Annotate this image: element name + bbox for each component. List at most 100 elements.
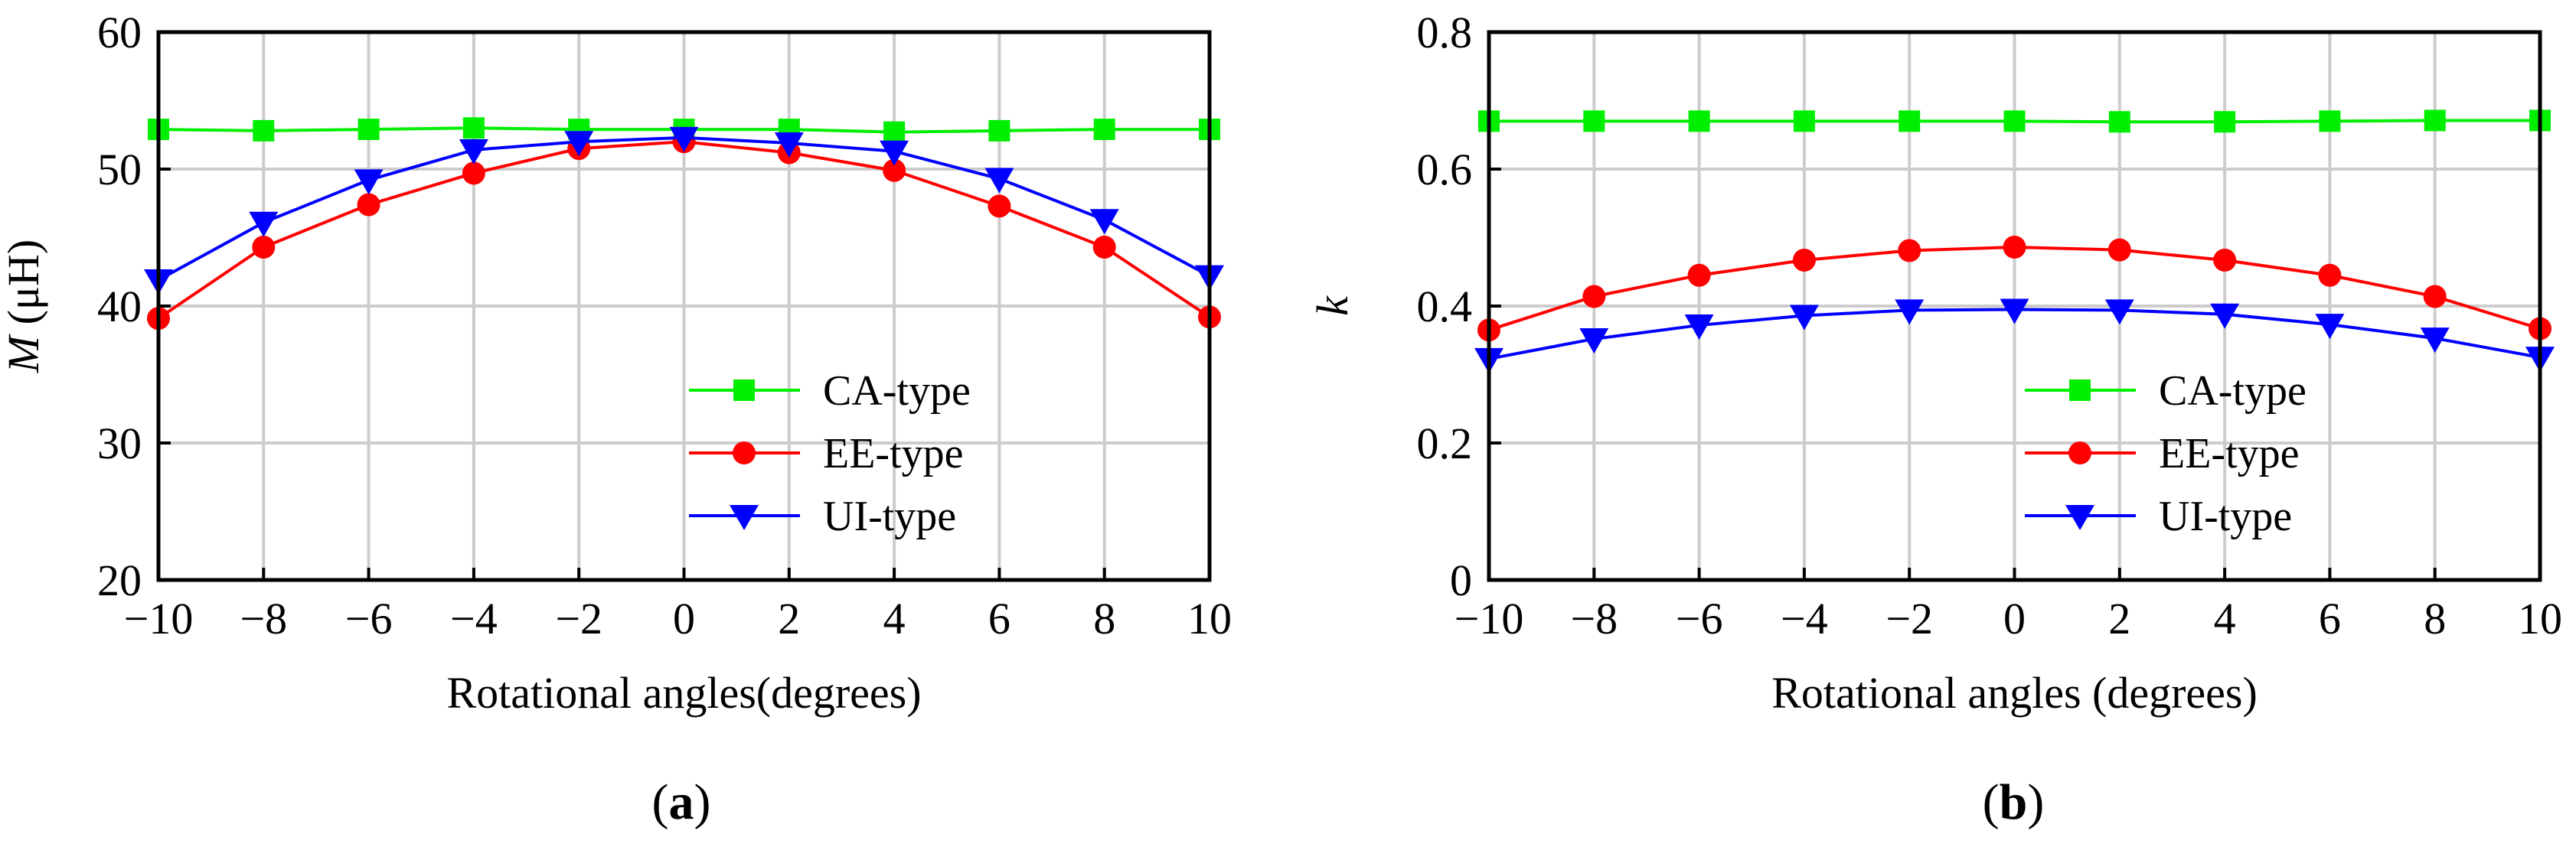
x-tick-label: 0 (2003, 594, 2026, 643)
data-point (880, 140, 909, 166)
data-point (252, 236, 276, 259)
y-tick-label: 0.4 (1417, 282, 1473, 331)
data-point (2213, 249, 2237, 272)
data-point (1789, 305, 1819, 331)
data-point (2003, 110, 2026, 132)
data-point (1793, 110, 1815, 132)
x-tick-label: −8 (240, 594, 287, 643)
legend: CA-type EE-type UI-type (689, 367, 971, 540)
data-point (249, 211, 279, 237)
data-point (2108, 111, 2130, 133)
legend: CA-type EE-type UI-type (2025, 367, 2307, 540)
gridlines (158, 32, 1210, 580)
data-point (358, 119, 380, 141)
data-point (1093, 119, 1115, 141)
legend-label: EE-type (2159, 430, 2299, 477)
data-point (2214, 111, 2236, 133)
data-point (883, 121, 906, 143)
plot-frame (156, 30, 1212, 582)
data-point (1899, 110, 1921, 132)
legend-marker (733, 441, 756, 464)
x-tick-label: 8 (2424, 594, 2446, 643)
data-point (564, 131, 594, 157)
y-tick-label: 0 (1450, 555, 1472, 605)
data-point (459, 138, 488, 165)
legend-marker (2068, 441, 2091, 464)
data-point (2420, 327, 2450, 353)
x-tick-label: 0 (673, 594, 695, 643)
legend-item-ca-type: CA-type (2025, 367, 2307, 415)
x-tick-label: −6 (1676, 594, 1723, 643)
legend-label: EE-type (823, 430, 963, 477)
data-point (1583, 110, 1605, 132)
data-point (2423, 285, 2447, 308)
x-axis-title: Rotational angles(degrees) (446, 668, 921, 718)
data-point (669, 126, 699, 152)
data-point (2424, 109, 2446, 132)
data-point (988, 119, 1010, 142)
data-point (2000, 298, 2029, 324)
legend-item-ee-type: EE-type (2025, 430, 2299, 477)
data-point (1582, 285, 1606, 308)
data-point (1898, 239, 1921, 262)
y-tick-label: 30 (97, 419, 142, 468)
y-tick-label: 0.8 (1417, 8, 1473, 57)
x-tick-label: −8 (1570, 594, 1618, 643)
data-point (2003, 236, 2026, 259)
legend-item-ee-type: EE-type (689, 430, 963, 477)
legend-item-ui-type: UI-type (2025, 493, 2292, 540)
series-ee-type (1477, 236, 2552, 342)
legend-marker (2069, 380, 2091, 401)
data-point (1579, 327, 1609, 353)
plot-frame (1487, 30, 2542, 582)
legend-label: UI-type (823, 493, 956, 540)
x-tick-label: −4 (1781, 594, 1828, 643)
data-point (2319, 110, 2341, 132)
data-point (1089, 209, 1119, 235)
data-point (2104, 299, 2134, 325)
x-axis-title: Rotational angles (degrees) (1771, 668, 2258, 718)
x-tick-label: 4 (883, 594, 906, 643)
data-point (1684, 314, 1714, 340)
data-point (354, 169, 384, 195)
x-tick-label: −10 (1455, 594, 1524, 643)
y-tick-label: 0.2 (1417, 419, 1473, 468)
series-ui-type (144, 126, 1224, 295)
panel-label: (a) (652, 774, 711, 830)
y-tick-label: 20 (97, 555, 142, 605)
data-point (883, 158, 906, 182)
series-ui-type (1474, 298, 2555, 373)
data-point (357, 193, 380, 217)
x-tick-label: 4 (2214, 594, 2236, 643)
data-point (2107, 238, 2131, 262)
legend-label: UI-type (2159, 493, 2292, 540)
legend-marker (2065, 505, 2094, 530)
x-tick-label: −10 (124, 594, 194, 643)
series-ca-type (1478, 109, 2551, 133)
data-point (1687, 263, 1711, 287)
x-tick-label: 2 (778, 594, 800, 643)
data-point (253, 119, 275, 142)
y-tick-label: 0.6 (1417, 145, 1473, 194)
data-point (462, 161, 485, 185)
x-tick-label: −4 (450, 594, 498, 643)
x-tick-label: −2 (1885, 594, 1933, 643)
y-tick-label: 40 (97, 282, 142, 331)
legend-item-ca-type: CA-type (689, 367, 971, 415)
x-tick-label: 6 (2319, 594, 2341, 643)
y-tick-label: 60 (97, 8, 142, 57)
x-tick-label: −6 (345, 594, 393, 643)
legend-label: CA-type (2159, 367, 2307, 415)
data-point (1092, 236, 1116, 259)
y-axis-title: M (μH) (0, 239, 48, 373)
data-point (1895, 299, 1925, 325)
legend-label: CA-type (823, 367, 971, 415)
x-tick-label: 2 (2108, 594, 2130, 643)
data-point (462, 117, 485, 139)
panel-label: (b) (1983, 774, 2045, 830)
legend-marker (730, 505, 759, 530)
data-point (2315, 314, 2345, 340)
x-tick-label: 6 (988, 594, 1010, 643)
data-point (1792, 249, 1816, 272)
